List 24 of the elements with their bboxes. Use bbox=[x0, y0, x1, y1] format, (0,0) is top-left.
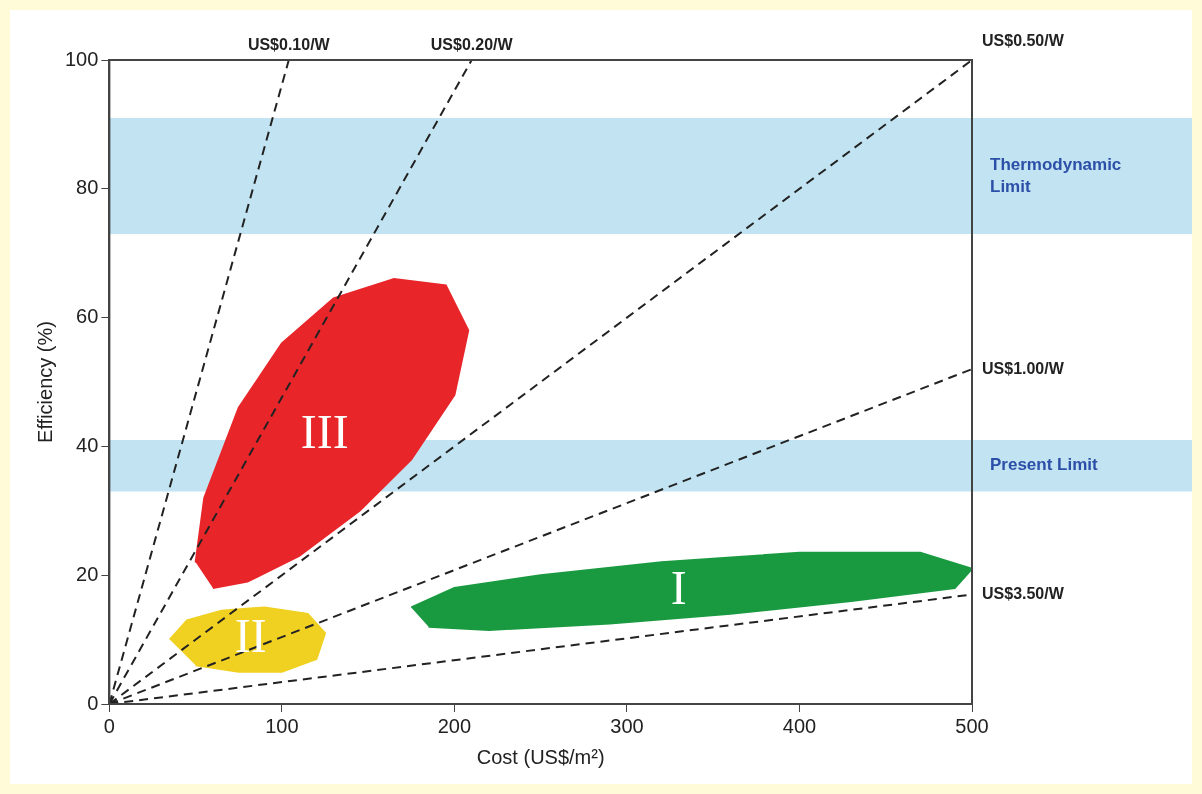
series-label: US$0.50/W bbox=[982, 32, 1065, 50]
x-tick-label: 0 bbox=[103, 714, 115, 737]
y-tick-label: 40 bbox=[76, 433, 99, 456]
y-tick-label: 80 bbox=[76, 176, 99, 199]
x-tick-label: 100 bbox=[265, 714, 299, 737]
series-label: US$0.20/W bbox=[430, 36, 514, 54]
series-label: US$1.00/W bbox=[982, 359, 1065, 377]
x-tick-label: 500 bbox=[955, 714, 989, 737]
series-label: II bbox=[234, 608, 267, 662]
y-tick-label: 100 bbox=[64, 47, 99, 70]
band-label: Thermodynamic Limit bbox=[990, 154, 1122, 196]
x-axis-title: Cost (US$/m²) bbox=[476, 745, 605, 768]
y-tick-label: 20 bbox=[76, 562, 99, 585]
x-tick-label: 200 bbox=[437, 714, 472, 737]
y-tick-label: 0 bbox=[87, 691, 99, 714]
band-label: Present Limit bbox=[990, 455, 1099, 475]
y-axis-title: Efficiency (%) bbox=[33, 321, 56, 443]
x-tick-label: 400 bbox=[782, 714, 817, 737]
y-tick-label: 60 bbox=[76, 305, 99, 328]
series-label: US$3.50/W bbox=[982, 584, 1065, 602]
series-label: US$0.10/W bbox=[247, 36, 331, 54]
series-label: I bbox=[670, 561, 687, 615]
x-tick-label: 300 bbox=[610, 714, 644, 737]
series-label: III bbox=[300, 404, 349, 458]
